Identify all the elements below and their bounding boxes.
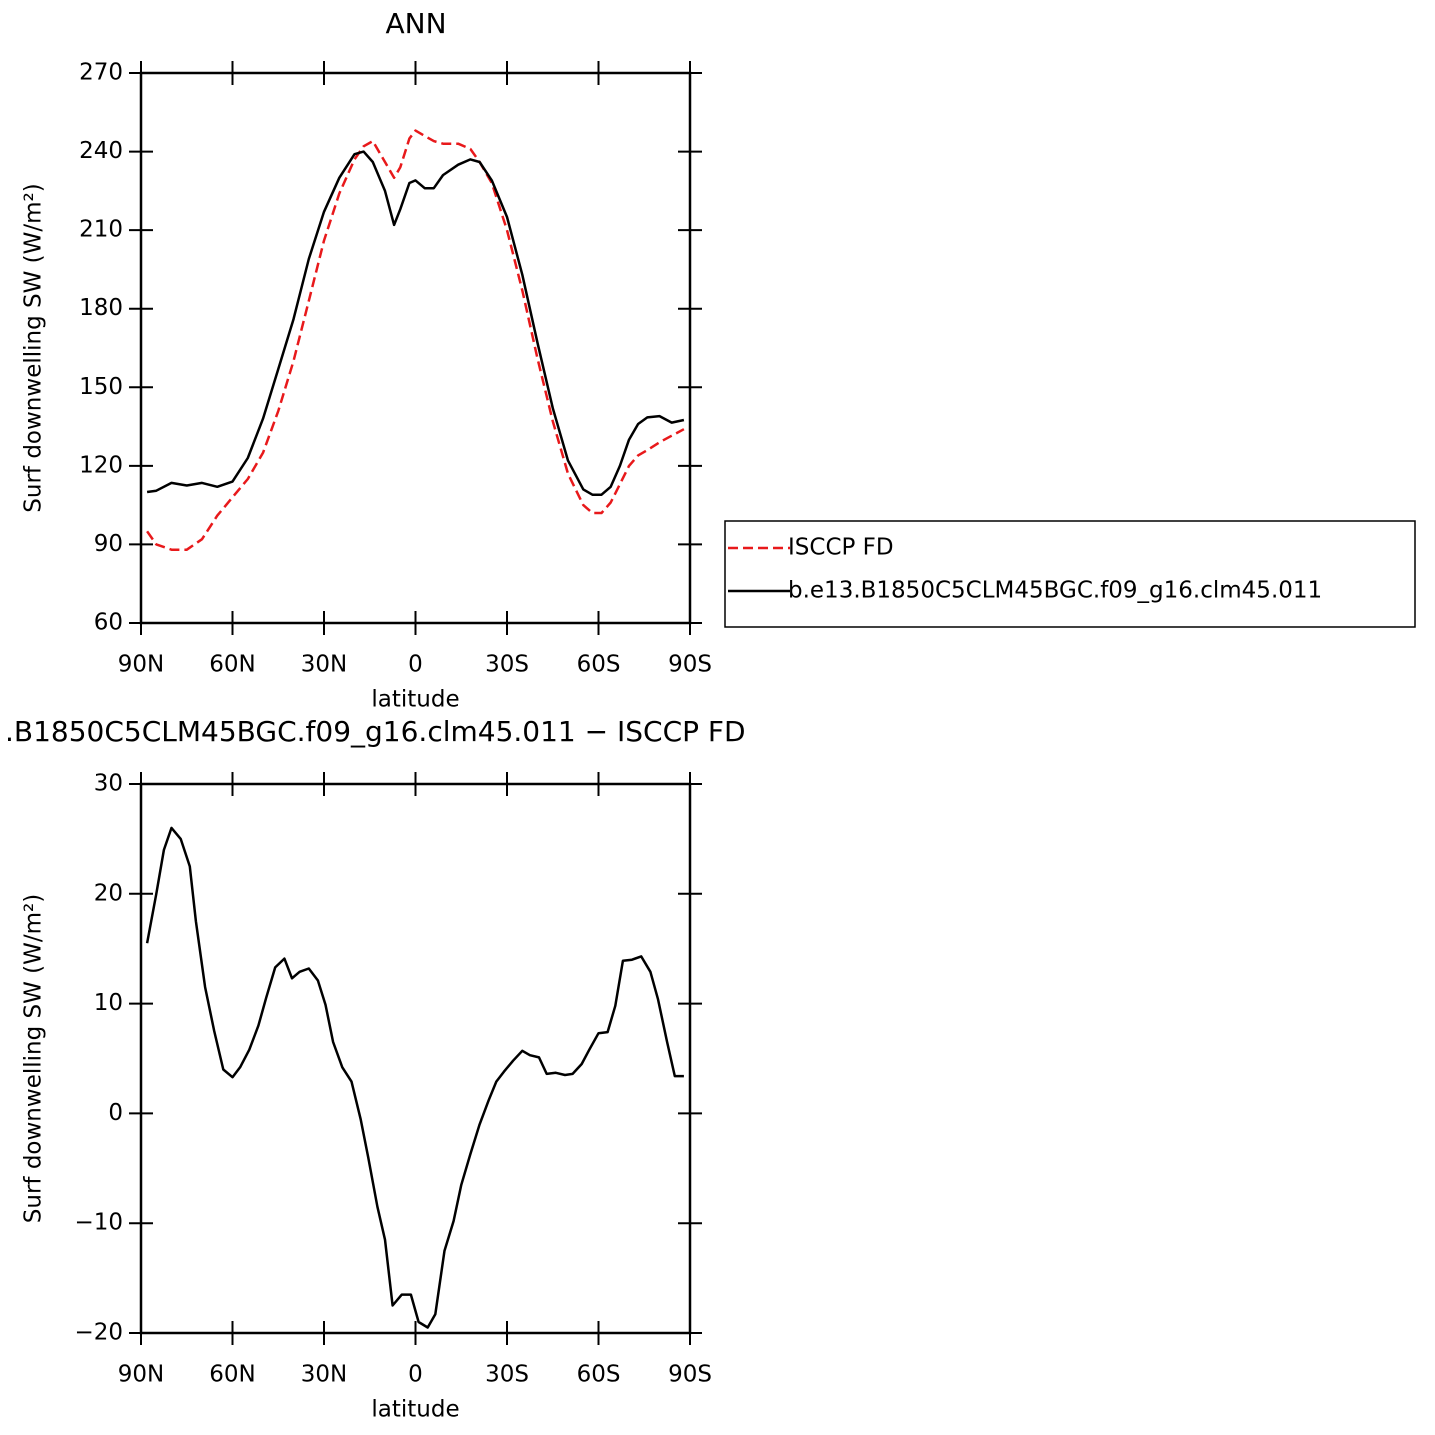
legend-label: b.e13.B1850C5CLM45BGC.f09_g16.clm45.011 [788,578,1322,604]
x-tick-label: 60N [209,1362,255,1388]
legend-box [724,520,1416,628]
y-tick-label: 240 [79,138,123,164]
y-tick-label: 180 [79,295,123,321]
y-tick-label: 30 [94,771,123,797]
y-tick-label: 150 [79,374,123,400]
x-tick-label: 90S [668,652,712,678]
x-tick-label: 60N [209,652,255,678]
y-tick-label: −20 [74,1320,123,1346]
chart-title: ANN [385,7,446,40]
x-tick-label: 90N [118,652,164,678]
x-tick-label: 0 [408,1362,423,1388]
y-tick-label: 20 [94,880,123,906]
plot-frame [139,71,692,625]
data-line [146,150,685,496]
y-tick-label: 210 [79,217,123,243]
x-tick-label: 30S [485,1362,529,1388]
y-tick-label: 60 [94,610,123,636]
y-tick-label: −10 [74,1210,123,1236]
legend-label: ISCCP FD [788,535,894,561]
chart-title: .B1850C5CLM45BGC.f09_g16.clm45.011 − ISC… [5,715,746,748]
x-tick-label: 90N [118,1362,164,1388]
y-tick-label: 0 [108,1100,123,1126]
x-tick-label: 30N [301,652,347,678]
y-tick-label: 90 [94,531,123,557]
y-axis-label: Surf downwelling SW (W/m²) [21,894,47,1223]
x-tick-label: 30N [301,1362,347,1388]
x-tick-label: 30S [485,652,529,678]
y-axis-label: Surf downwelling SW (W/m²) [21,183,47,512]
plot-frame [139,782,692,1335]
x-axis-label: latitude [371,687,459,713]
x-tick-label: 60S [577,1362,621,1388]
y-tick-label: 10 [94,990,123,1016]
y-tick-label: 270 [79,60,123,86]
y-tick-label: 120 [79,452,123,478]
x-axis-label: latitude [371,1397,459,1423]
x-tick-label: 90S [668,1362,712,1388]
data-line [145,826,684,1329]
data-line [146,129,685,551]
x-tick-label: 60S [577,652,621,678]
x-tick-label: 0 [408,652,423,678]
